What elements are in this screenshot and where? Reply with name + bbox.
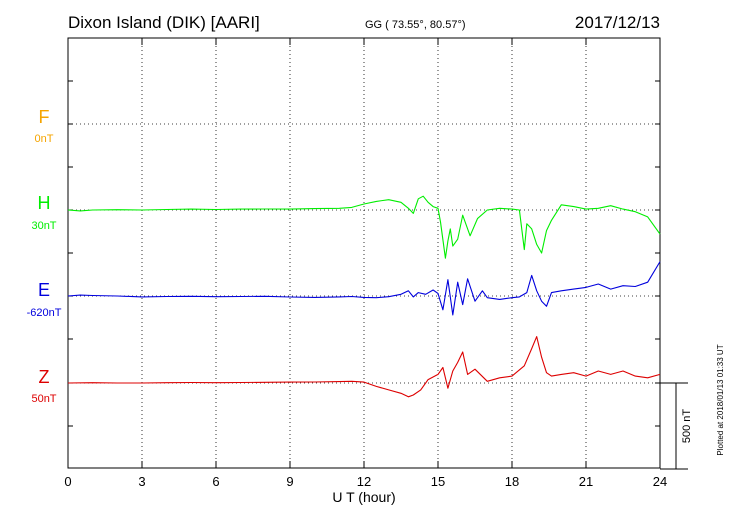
station-title: Dixon Island (DIK) [AARI] <box>68 13 260 32</box>
tick-label-x-18: 18 <box>505 474 519 489</box>
series-lines <box>67 195 661 398</box>
tick-label-x-15: 15 <box>431 474 445 489</box>
tick-label-x-3: 3 <box>138 474 145 489</box>
tick-label-x-12: 12 <box>357 474 371 489</box>
tick-label-x-24: 24 <box>653 474 667 489</box>
horizontal-gridlines <box>68 80 660 427</box>
series-name-Z: Z <box>39 367 50 387</box>
x-axis-tick-labels: 0 3 6 9 12 15 18 21 24 <box>64 474 667 489</box>
series-line-Z <box>67 336 661 398</box>
x-axis-label: U T (hour) <box>332 489 395 505</box>
plotted-note: Plotted at 2018/01/13 01:33 UT <box>716 344 725 455</box>
coordinates-label: GG ( 73.55°, 80.57°) <box>365 19 466 31</box>
series-name-H: H <box>38 193 51 213</box>
scale-bar-label: 500 nT <box>681 409 693 444</box>
scale-bar: 500 nT <box>660 382 693 470</box>
date-label: 2017/12/13 <box>575 13 660 32</box>
vertical-gridlines <box>141 38 587 468</box>
series-name-E: E <box>38 280 50 300</box>
series-name-F: F <box>39 107 50 127</box>
series-offset-Z: 50nT <box>31 393 56 405</box>
tick-label-x-6: 6 <box>212 474 219 489</box>
series-line-E <box>67 261 661 316</box>
tick-label-x-21: 21 <box>579 474 593 489</box>
series-offset-E: -620nT <box>27 307 62 319</box>
series-labels: F 0nT H 30nT E -620nT Z 50nT <box>27 107 62 405</box>
series-line-H <box>67 195 661 259</box>
series-offset-F: 0nT <box>35 133 54 145</box>
tick-label-x-0: 0 <box>64 474 71 489</box>
tick-label-x-9: 9 <box>286 474 293 489</box>
x-axis-ticks <box>67 38 661 468</box>
series-offset-H: 30nT <box>31 220 56 232</box>
